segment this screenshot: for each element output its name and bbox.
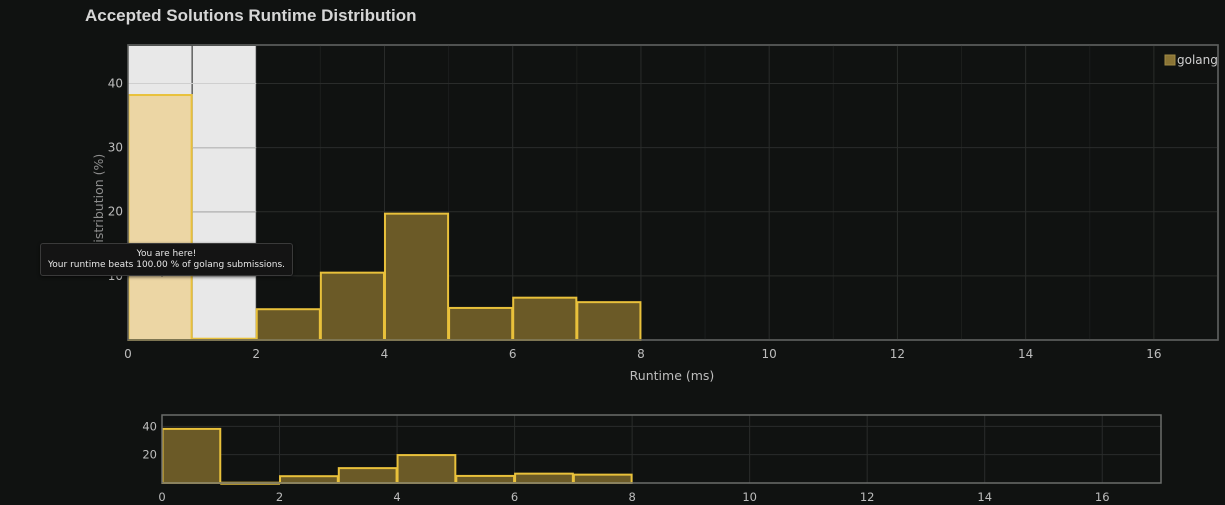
- x-tick-label: 10: [762, 347, 777, 361]
- tooltip-line-1: You are here!: [136, 249, 197, 259]
- y-tick-label: 30: [108, 141, 123, 155]
- y-tick-label: 20: [108, 205, 123, 219]
- nav-bar-5-6[interactable]: [455, 474, 516, 484]
- legend-label-golang[interactable]: golang: [1177, 53, 1218, 67]
- x-tick-label: 0: [124, 347, 132, 361]
- x-tick-label: 6: [509, 347, 517, 361]
- x-tick-label: 12: [890, 347, 905, 361]
- nav-bar-0-1[interactable]: [161, 427, 222, 484]
- tooltip-line-2: Your runtime beats 100.00 % of golang su…: [48, 260, 286, 270]
- nav-x-tick-label: 2: [276, 490, 283, 504]
- plot-area: [127, 44, 1219, 341]
- nav-x-tick-label: 10: [742, 490, 757, 504]
- nav-bar-7-8[interactable]: [572, 473, 633, 484]
- navigator-frame[interactable]: [161, 414, 1162, 484]
- x-tick-label: 8: [637, 347, 645, 361]
- nav-bar-3-4[interactable]: [337, 467, 398, 484]
- x-tick-label: 16: [1146, 347, 1161, 361]
- legend-swatch-golang[interactable]: [1164, 54, 1176, 66]
- nav-x-tick-label: 12: [860, 490, 875, 504]
- bar-2-3[interactable]: [255, 308, 321, 341]
- nav-y-tick-label: 20: [142, 448, 157, 462]
- y-tick-label: 40: [108, 76, 123, 90]
- x-tick-label: 14: [1018, 347, 1033, 361]
- bar-3-4[interactable]: [319, 271, 385, 342]
- bar-6-7[interactable]: [512, 296, 578, 342]
- bar-0-1[interactable]: [127, 94, 193, 341]
- nav-x-tick-label: 0: [158, 490, 165, 504]
- nav-bar-6-7[interactable]: [514, 472, 574, 484]
- nav-bar-2-3[interactable]: [279, 475, 339, 485]
- bar-5-6[interactable]: [448, 306, 514, 341]
- nav-y-tick-label: 40: [142, 419, 157, 433]
- nav-bar-4-5[interactable]: [396, 454, 457, 485]
- plot-frame: [127, 44, 1219, 341]
- nav-x-tick-label: 8: [628, 490, 635, 504]
- runtime-tooltip: You are here! Your runtime beats 100.00 …: [40, 243, 294, 276]
- nav-x-tick-label: 16: [1095, 490, 1110, 504]
- x-tick-label: 4: [381, 347, 389, 361]
- nav-x-tick-label: 6: [511, 490, 518, 504]
- bar-7-8[interactable]: [576, 301, 642, 342]
- navigator-area: [162, 415, 1161, 483]
- nav-x-tick-label: 4: [393, 490, 400, 504]
- nav-x-tick-label: 14: [977, 490, 992, 504]
- x-tick-label: 2: [252, 347, 260, 361]
- chart-title: Accepted Solutions Runtime Distribution: [85, 6, 417, 25]
- bar-4-5[interactable]: [383, 212, 450, 341]
- y-axis-label: Distribution (%): [91, 154, 106, 253]
- x-axis-label: Runtime (ms): [630, 368, 715, 383]
